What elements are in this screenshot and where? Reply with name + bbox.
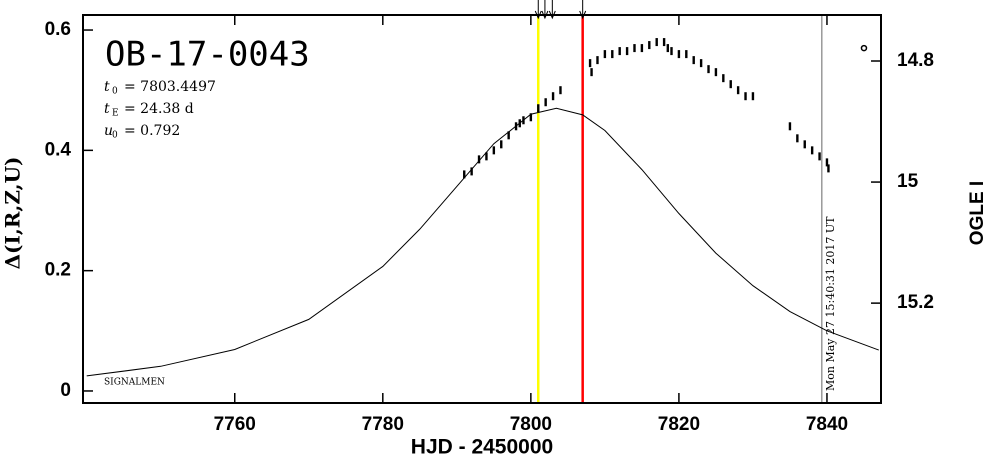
- data-point: [559, 86, 562, 95]
- data-point: [470, 167, 473, 176]
- data-point: [611, 50, 614, 59]
- data-point: [796, 134, 799, 143]
- data-point: [788, 122, 792, 131]
- chart-title: OB-17-0043: [105, 35, 310, 75]
- data-point: [485, 152, 488, 161]
- param-value: = 24.38 d: [124, 101, 194, 117]
- data-point: [518, 119, 521, 128]
- y-axis-label: Δ(I,R,Z,U): [1, 157, 25, 270]
- data-point: [544, 98, 547, 107]
- x-tick-label: 7780: [362, 414, 404, 435]
- data-point: [522, 116, 525, 125]
- data-point: [625, 47, 629, 56]
- data-point: [596, 56, 599, 65]
- data-point: [744, 92, 747, 101]
- corner-label: SIGNALMEN: [104, 378, 165, 388]
- model-curve: [86, 107, 879, 377]
- data-point: [670, 47, 673, 56]
- y2-tick-label: 15: [897, 171, 919, 192]
- data-point: [722, 74, 725, 83]
- data-point: [500, 140, 503, 149]
- y-tick-label: 0.2: [45, 260, 71, 281]
- data-point: [666, 44, 670, 53]
- y2-axis-label: OGLE I: [967, 181, 985, 245]
- data-point: [677, 50, 681, 59]
- data-point: [529, 113, 533, 122]
- x-tick-label: 7820: [658, 414, 700, 435]
- x-tick-label: 7760: [214, 414, 256, 435]
- data-point: [507, 131, 510, 140]
- data-point: [514, 122, 518, 131]
- data-point: [825, 158, 829, 167]
- y2-tick-label: 14.8: [897, 50, 934, 71]
- data-point: [699, 59, 703, 68]
- data-point: [640, 44, 644, 53]
- x-axis-label: HJD - 2450000: [411, 436, 553, 458]
- data-point: [618, 47, 621, 56]
- param-sub: 0: [112, 131, 118, 141]
- data-point: [707, 65, 710, 74]
- y-tick-label: 0.6: [45, 19, 71, 40]
- x-tick-label: 7800: [510, 414, 552, 435]
- marker-label: Mon May 27 15:40:31 2017 UT: [824, 216, 837, 391]
- data-point: [818, 152, 821, 161]
- y-tick-label: 0.4: [45, 139, 72, 160]
- param-symbol: t: [104, 101, 110, 117]
- plot-frame: [82, 14, 882, 404]
- data-point: [729, 80, 732, 89]
- data-point: [751, 92, 755, 101]
- param-symbol: t: [104, 79, 110, 95]
- data-point: [537, 104, 540, 113]
- data-point: [803, 140, 806, 149]
- outlier-point: [860, 44, 868, 52]
- y-tick-label: 0: [60, 380, 71, 401]
- data-point: [736, 86, 740, 95]
- param-sub: 0: [112, 87, 118, 97]
- data-point: [714, 68, 718, 77]
- param-value: = 7803.4497: [124, 79, 216, 95]
- x-tick-label: 7840: [806, 414, 848, 435]
- data-point: [588, 59, 592, 68]
- data-point: [692, 56, 695, 65]
- param-sub: E: [112, 109, 119, 119]
- y2-tick-label: 15.2: [897, 292, 934, 313]
- data-point: [463, 170, 466, 179]
- data-point: [590, 68, 593, 77]
- data-point: [655, 38, 658, 47]
- data-point: [648, 41, 651, 50]
- data-point: [662, 38, 666, 47]
- data-point: [685, 50, 688, 59]
- data-point: [551, 92, 555, 101]
- data-point: [603, 50, 607, 59]
- data-point: [633, 44, 636, 53]
- data-point: [477, 155, 481, 164]
- data-point: [492, 146, 496, 155]
- data-point: [810, 146, 814, 155]
- data-point: [827, 164, 830, 173]
- param-value: = 0.792: [124, 123, 180, 139]
- param-symbol: u: [104, 123, 113, 139]
